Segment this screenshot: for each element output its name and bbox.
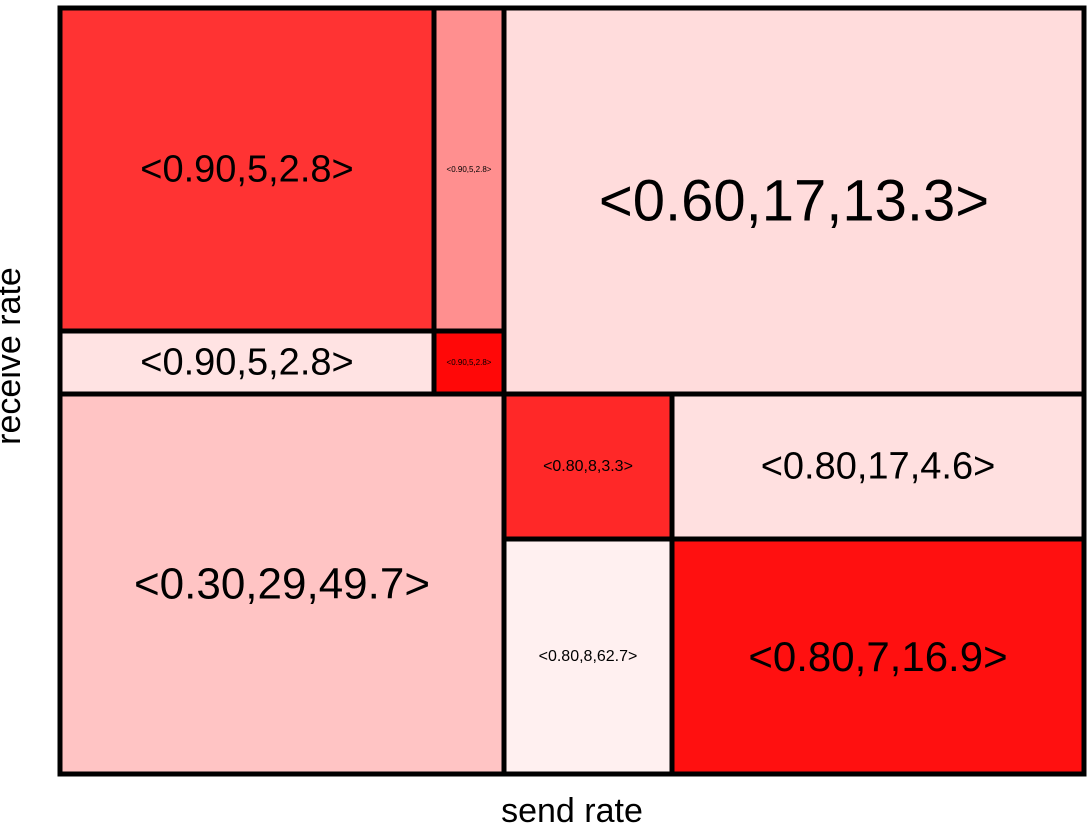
treemap-cell-2 [501,5,1087,397]
treemap-cell-0 [57,5,437,334]
treemap-cell-label-9: <0.80,7,16.9> [748,633,1007,680]
treemap-cell-label-6: <0.80,8,3.3> [543,458,633,475]
treemap-cell-label-7: <0.80,17,4.6> [761,446,996,488]
cells-layer: <0.90,5,2.8> <0.90,5,2.8> <0.60,17,13.3> <0… [57,5,1087,777]
treemap-cell-label-5: <0.30,29,49.7> [134,560,430,609]
treemap-cell-label-4: <0.90,5,2.8> [447,358,492,367]
treemap-cell-7 [669,391,1087,542]
treemap-cell-5 [57,391,507,777]
treemap-cell-8 [501,536,675,777]
x-axis-label: send rate [501,792,643,830]
y-axis-label: receive rate [0,267,28,445]
treemap-cell-label-2: <0.60,17,13.3> [599,169,989,234]
treemap-cell-9 [669,536,1087,777]
treemap-cell-label-1: <0.90,5,2.8> [447,165,492,174]
treemap-cell-label-3: <0.90,5,2.8> [140,342,353,384]
treemap-cell-label-0: <0.90,5,2.8> [140,149,353,191]
treemap-cell-label-8: <0.80,8,62.7> [539,648,638,665]
